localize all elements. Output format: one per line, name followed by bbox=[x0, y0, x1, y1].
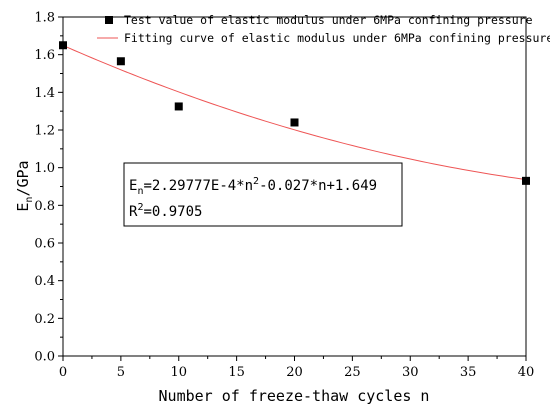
y-axis-title-subscript: n bbox=[24, 197, 35, 203]
x-tick-label: 15 bbox=[228, 365, 245, 380]
test-points-layer bbox=[59, 41, 530, 185]
x-tick-label: 0 bbox=[59, 365, 67, 380]
test-point bbox=[59, 41, 67, 50]
x-tick-label: 20 bbox=[286, 365, 303, 380]
y-tick-label: 1.6 bbox=[34, 48, 55, 63]
y-tick-label: 0.4 bbox=[34, 274, 55, 289]
y-axis-title-rest: /GPa bbox=[14, 160, 32, 196]
x-tick-label: 35 bbox=[460, 365, 477, 380]
r-squared-line: R2=0.9705 bbox=[129, 202, 202, 220]
fitting-curve-line bbox=[62, 44, 527, 181]
fitting-curve-layer bbox=[62, 44, 527, 181]
y-tick-label: 0.8 bbox=[34, 199, 55, 214]
y-tick-label: 0.2 bbox=[34, 312, 55, 327]
test-point bbox=[290, 118, 299, 127]
y-axis-title: En/GPa bbox=[14, 160, 35, 211]
y-tick-label: 0.6 bbox=[34, 237, 55, 252]
y-tick-label: 1.8 bbox=[34, 11, 55, 26]
test-point bbox=[522, 176, 530, 185]
legend-square-marker bbox=[105, 16, 113, 24]
x-tick-label: 10 bbox=[170, 365, 187, 380]
legend: Test value of elastic modulus under 6MPa… bbox=[97, 13, 550, 45]
equation-box bbox=[123, 162, 403, 227]
test-point bbox=[174, 102, 183, 111]
y-tick-label: 0.0 bbox=[34, 350, 55, 365]
y-axis-title-main: E bbox=[14, 203, 32, 212]
x-tick-label: 30 bbox=[402, 365, 419, 380]
equation-annotation: En=2.29777E-4*n2-0.027*n+1.649 R2=0.9705 bbox=[123, 162, 403, 227]
x-tick-label: 5 bbox=[117, 365, 125, 380]
legend-label-fitting-curve: Fitting curve of elastic modulus under 6… bbox=[124, 31, 550, 45]
x-axis-title: Number of freeze-thaw cycles n bbox=[159, 387, 430, 405]
x-tick-label: 40 bbox=[518, 365, 535, 380]
y-tick-label: 1.2 bbox=[34, 124, 55, 139]
x-axis: 0 5 10 15 20 25 30 35 40 bbox=[59, 356, 534, 380]
y-tick-label: 1.4 bbox=[34, 86, 55, 101]
test-point bbox=[116, 57, 125, 66]
x-tick-label: 25 bbox=[344, 365, 361, 380]
y-axis: 0.0 0.2 0.4 0.6 0.8 1.0 1.2 1.4 1.6 1.8 bbox=[34, 11, 63, 365]
equation-line: En=2.29777E-4*n2-0.027*n+1.649 bbox=[129, 176, 377, 197]
y-tick-label: 1.0 bbox=[34, 161, 55, 176]
legend-label-test-values: Test value of elastic modulus under 6MPa… bbox=[124, 13, 533, 27]
